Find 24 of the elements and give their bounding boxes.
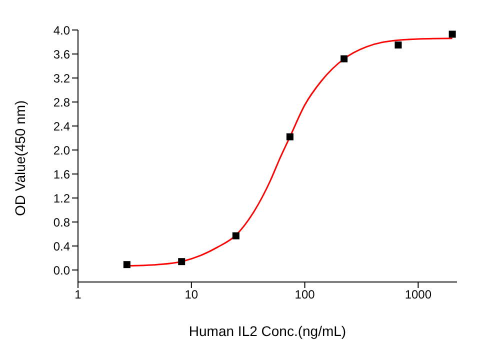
y-tick-label: 2.0 — [53, 143, 70, 158]
y-axis-title: OD Value(450 nm) — [12, 100, 28, 216]
y-tick-label: 4.0 — [53, 23, 70, 38]
x-tick-label: 10 — [184, 288, 198, 302]
y-tick-label: 3.2 — [53, 71, 70, 86]
point — [448, 30, 456, 38]
x-axis-title: Human IL2 Conc.(ng/mL) — [188, 322, 346, 339]
y-tick-label: 1.6 — [53, 167, 70, 182]
point — [232, 232, 240, 240]
x-tick-label: 1 — [74, 288, 82, 302]
x-tick-label: 1000 — [404, 288, 432, 302]
y-tick-label: 0.0 — [53, 263, 70, 278]
y-tick-label: 1.2 — [53, 191, 70, 206]
point — [178, 258, 186, 266]
point — [394, 42, 402, 48]
y-tick-label: 2.8 — [53, 95, 70, 110]
x-tick-label: 100 — [294, 288, 316, 302]
point — [340, 55, 348, 62]
y-tick-label: 0.4 — [53, 239, 70, 254]
point — [123, 261, 130, 268]
y-tick-label: 3.6 — [53, 47, 70, 62]
y-tick-label: 2.4 — [53, 119, 70, 134]
point — [286, 133, 294, 140]
y-tick-label: 0.8 — [53, 215, 70, 230]
